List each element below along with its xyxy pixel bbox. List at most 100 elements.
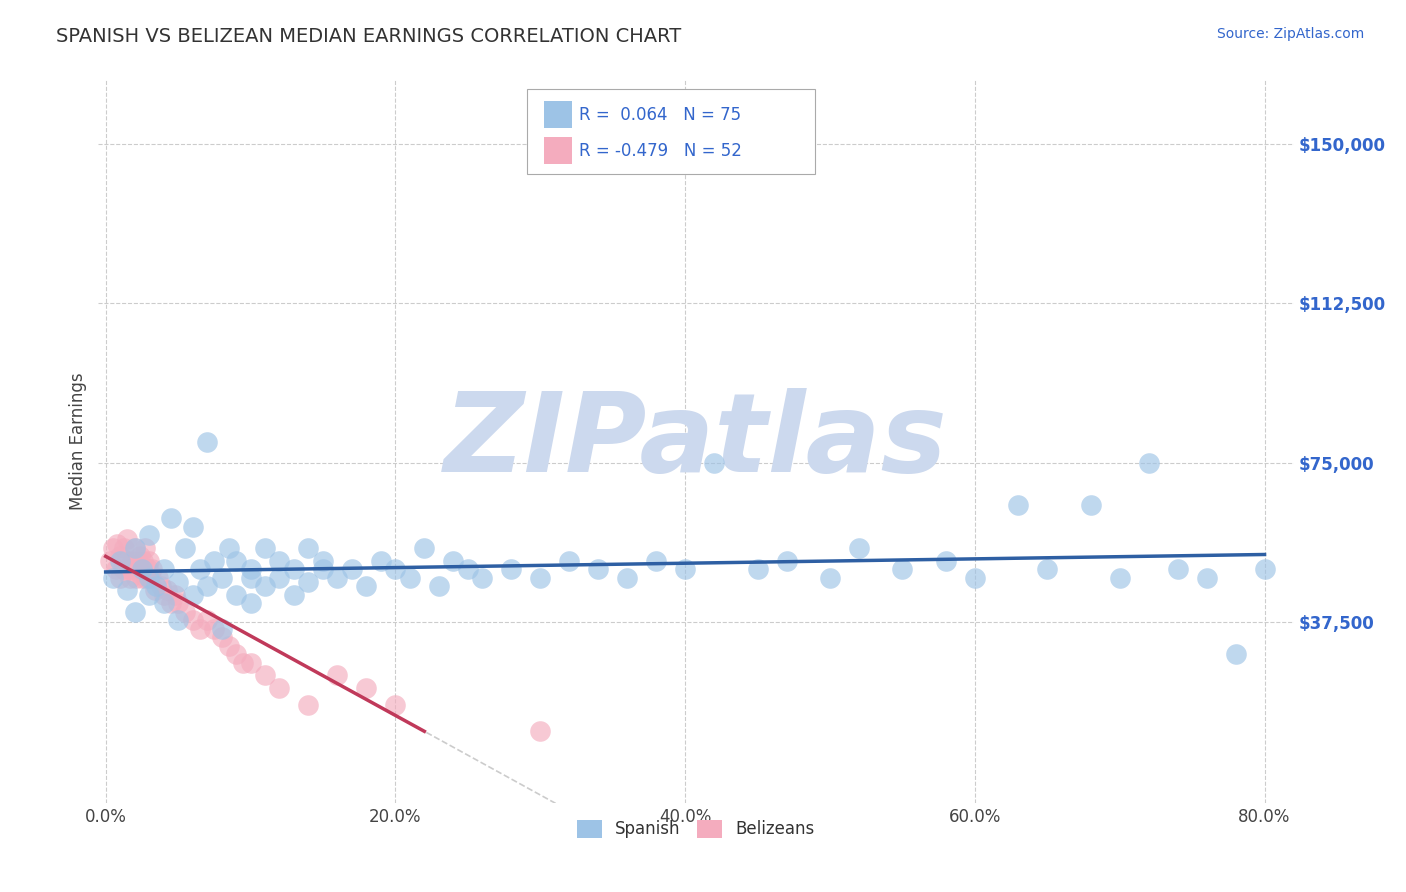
Point (253, 541, 276, 555)
Point (108, 549, 131, 564)
Point (269, 553, 291, 567)
Point (145, 579, 167, 593)
Point (269, 681, 291, 695)
Point (98, 553, 121, 567)
Point (1108, 570, 1130, 584)
Point (117, 533, 139, 547)
Point (1080, 498, 1102, 512)
Point (1036, 562, 1059, 576)
Point (211, 622, 233, 636)
Text: SPANISH VS BELIZEAN MEDIAN EARNINGS CORRELATION CHART: SPANISH VS BELIZEAN MEDIAN EARNINGS CORR… (56, 27, 682, 45)
Point (138, 570, 160, 584)
Point (165, 588, 187, 602)
Point (143, 583, 166, 598)
Point (239, 596, 262, 610)
Point (138, 588, 160, 602)
Point (138, 528, 160, 542)
Legend: Spanish, Belizeans: Spanish, Belizeans (571, 813, 821, 845)
Point (152, 588, 174, 602)
Point (139, 570, 162, 584)
Point (1137, 456, 1160, 470)
Point (471, 570, 494, 584)
Point (181, 613, 204, 627)
Point (160, 596, 183, 610)
Point (125, 570, 148, 584)
Point (297, 541, 319, 555)
Point (616, 570, 638, 584)
Point (427, 579, 450, 593)
Point (127, 553, 149, 567)
Point (218, 639, 240, 653)
Point (1167, 562, 1189, 576)
Y-axis label: Median Earnings: Median Earnings (69, 373, 87, 510)
Point (775, 553, 797, 567)
Point (586, 562, 609, 576)
Point (225, 553, 247, 567)
Point (112, 562, 135, 576)
Point (101, 570, 124, 584)
Point (848, 541, 870, 555)
Point (181, 519, 204, 533)
Point (152, 562, 174, 576)
Point (297, 574, 319, 589)
Point (218, 541, 240, 555)
Point (253, 579, 276, 593)
Point (935, 553, 957, 567)
Text: Source: ZipAtlas.com: Source: ZipAtlas.com (1216, 27, 1364, 41)
Point (128, 562, 150, 576)
Point (399, 570, 422, 584)
Point (529, 570, 551, 584)
Point (1253, 562, 1275, 576)
Point (457, 562, 479, 576)
Point (174, 541, 197, 555)
Point (283, 562, 305, 576)
Point (167, 596, 190, 610)
Point (136, 562, 159, 576)
Point (253, 668, 276, 682)
Point (195, 579, 218, 593)
Point (152, 596, 174, 610)
Point (1195, 570, 1218, 584)
Point (441, 553, 464, 567)
Point (370, 553, 392, 567)
Point (120, 570, 142, 584)
Point (138, 553, 160, 567)
Point (160, 511, 183, 525)
Point (134, 541, 156, 555)
Point (558, 553, 581, 567)
Point (645, 553, 668, 567)
Point (202, 553, 225, 567)
Point (115, 553, 138, 567)
Point (146, 570, 169, 584)
Point (673, 562, 696, 576)
Point (326, 668, 349, 682)
Point (131, 570, 153, 584)
Point (124, 605, 146, 619)
Point (356, 579, 378, 593)
Text: R = -0.479   N = 52: R = -0.479 N = 52 (579, 142, 742, 160)
Point (114, 541, 136, 555)
Text: ZIPatlas: ZIPatlas (444, 388, 948, 495)
Point (211, 630, 233, 644)
Point (225, 647, 247, 661)
Point (384, 698, 406, 712)
Point (1007, 498, 1029, 512)
Point (155, 583, 177, 598)
Point (1225, 647, 1247, 661)
Point (181, 588, 204, 602)
Point (747, 562, 769, 576)
Point (269, 570, 291, 584)
Point (124, 541, 146, 555)
Point (356, 681, 378, 695)
Point (963, 570, 986, 584)
Point (149, 579, 172, 593)
Point (413, 541, 436, 555)
Point (108, 570, 131, 584)
Point (141, 562, 163, 576)
Point (132, 553, 155, 567)
Point (501, 562, 523, 576)
Point (283, 588, 305, 602)
Point (312, 562, 335, 576)
Point (202, 622, 225, 636)
Point (232, 656, 254, 670)
